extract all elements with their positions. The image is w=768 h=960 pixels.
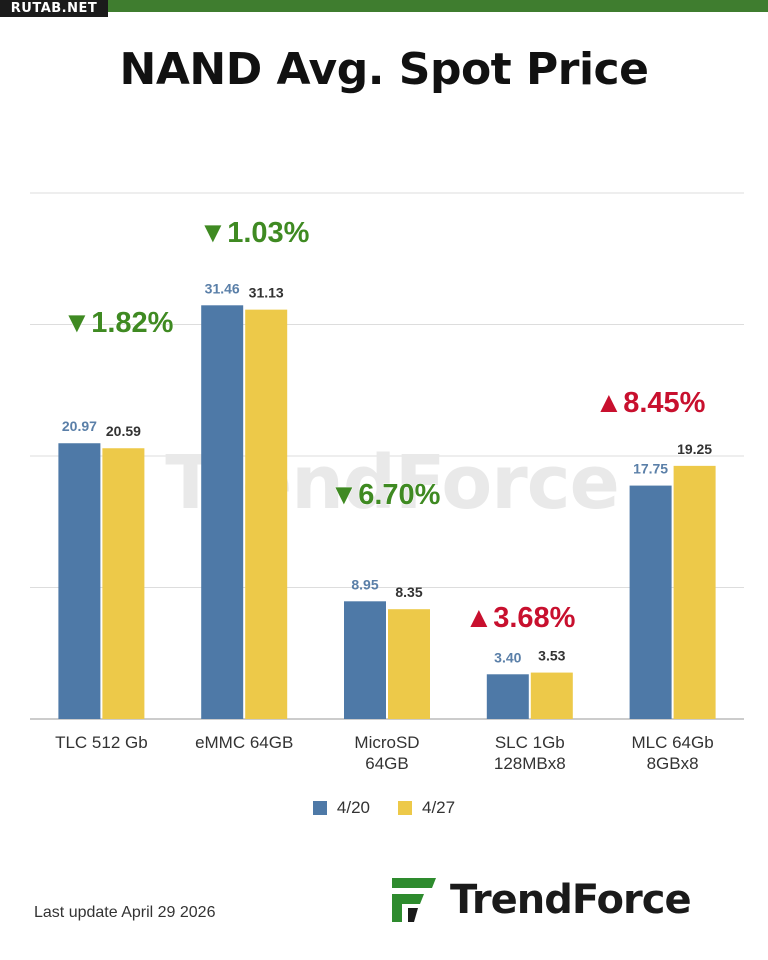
legend-label-series-2: 4/27: [422, 798, 456, 817]
data-label-series-1-0: 20.97: [62, 418, 97, 434]
change-annotation-0: ▼1.82%: [63, 307, 174, 339]
data-label-series-1-3: 3.40: [494, 649, 521, 665]
brand-name: TrendForce: [450, 877, 692, 923]
bar-series-1-1: [201, 305, 244, 719]
change-annotation-4: ▲8.45%: [595, 387, 706, 419]
last-update-note: Last update April 29 2026: [34, 904, 216, 921]
data-label-series-2-3: 3.53: [538, 648, 565, 664]
category-label-3: SLC 1Gb: [495, 733, 565, 752]
bars-layer: [58, 305, 716, 719]
change-annotation-3: ▲3.68%: [465, 602, 576, 634]
legend: 4/20 4/27: [0, 798, 768, 818]
data-label-series-2-4: 19.25: [677, 441, 712, 457]
bar-series-1-3: [486, 674, 529, 719]
category-label-4: MLC 64Gb: [631, 733, 713, 752]
legend-item-series-1: 4/20: [312, 798, 370, 818]
bar-series-2-0: [102, 448, 145, 719]
top-accent-bar: [0, 0, 768, 12]
trendforce-logo-icon: [392, 878, 436, 922]
bar-series-1-4: [629, 485, 672, 719]
legend-swatch-series-2: [398, 801, 412, 815]
change-annotation-1: ▼1.03%: [199, 217, 310, 249]
data-label-series-1-4: 17.75: [633, 461, 668, 477]
grid-layer: [30, 192, 744, 720]
category-label-4: 8GBx8: [647, 754, 699, 773]
bar-series-2-2: [388, 609, 430, 719]
data-label-series-1-1: 31.46: [205, 280, 240, 296]
data-label-series-1-2: 8.95: [351, 576, 378, 592]
category-label-0: TLC 512 Gb: [55, 733, 148, 752]
data-label-series-2-1: 31.13: [249, 285, 284, 301]
legend-swatch-series-1: [312, 801, 327, 815]
bar-series-2-3: [530, 672, 573, 719]
brand-logo: TrendForce: [388, 872, 692, 928]
change-annotation-2: ▼6.70%: [330, 479, 441, 511]
site-badge: RUTAB.NET: [0, 0, 108, 17]
bar-series-1-0: [58, 443, 101, 719]
legend-item-series-2: 4/27: [398, 798, 455, 818]
chart-title: NAND Avg. Spot Price: [119, 44, 649, 95]
category-label-3: 128MBx8: [494, 754, 566, 773]
labels-layer: 20.97 20.59 TLC 512 Gb 31.46 31.13 eMMC 64GB 8…: [55, 217, 714, 774]
bar-series-1-2: [344, 601, 386, 719]
bar-series-2-4: [673, 465, 716, 719]
category-label-2: MicroSD: [354, 733, 419, 752]
category-label-1: eMMC 64GB: [195, 733, 293, 752]
category-label-2: 64GB: [365, 754, 408, 773]
bar-series-2-1: [245, 309, 288, 719]
data-label-series-2-2: 8.35: [395, 584, 422, 600]
legend-label-series-1: 4/20: [336, 798, 370, 817]
data-label-series-2-0: 20.59: [106, 423, 141, 439]
